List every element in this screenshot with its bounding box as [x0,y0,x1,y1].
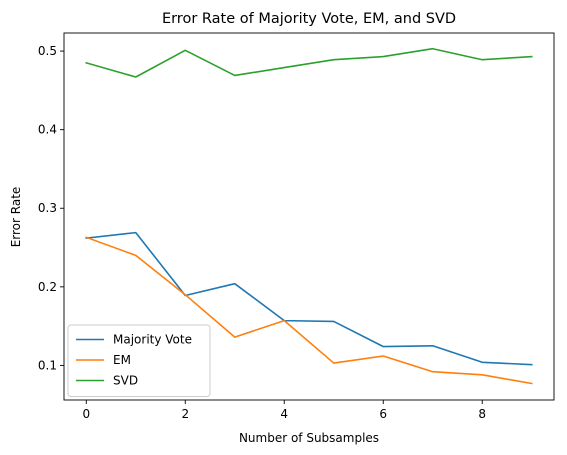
legend-label-0: Majority Vote [113,333,192,347]
x-tick-label: 8 [478,407,486,421]
series-line-1 [85,236,533,385]
y-tick-label: 0.1 [38,358,57,372]
series-line-0 [85,231,533,366]
plot-area: 0 2 4 6 8 0.1 0.2 0.3 0.4 0.5 [38,32,555,421]
y-tick-label: 0.5 [38,44,57,58]
x-tick-label: 4 [280,407,288,421]
legend-label-2: SVD [113,374,138,388]
x-tick-label: 6 [379,407,387,421]
x-axis-label: Number of Subsamples [239,431,379,445]
x-tick-label: 0 [82,407,90,421]
y-tick-label: 0.2 [38,280,57,294]
y-tick-label: 0.4 [38,123,57,137]
y-axis-label: Error Rate [9,187,23,248]
legend: Majority Vote EM SVD [67,324,211,397]
plot-frame [63,32,555,401]
y-tick-label: 0.3 [38,201,57,215]
legend-label-1: EM [113,353,131,367]
x-tick-label: 2 [181,407,189,421]
legend-box [67,324,211,397]
series-line-2 [85,47,533,78]
chart-title: Error Rate of Majority Vote, EM, and SVD [162,11,456,27]
